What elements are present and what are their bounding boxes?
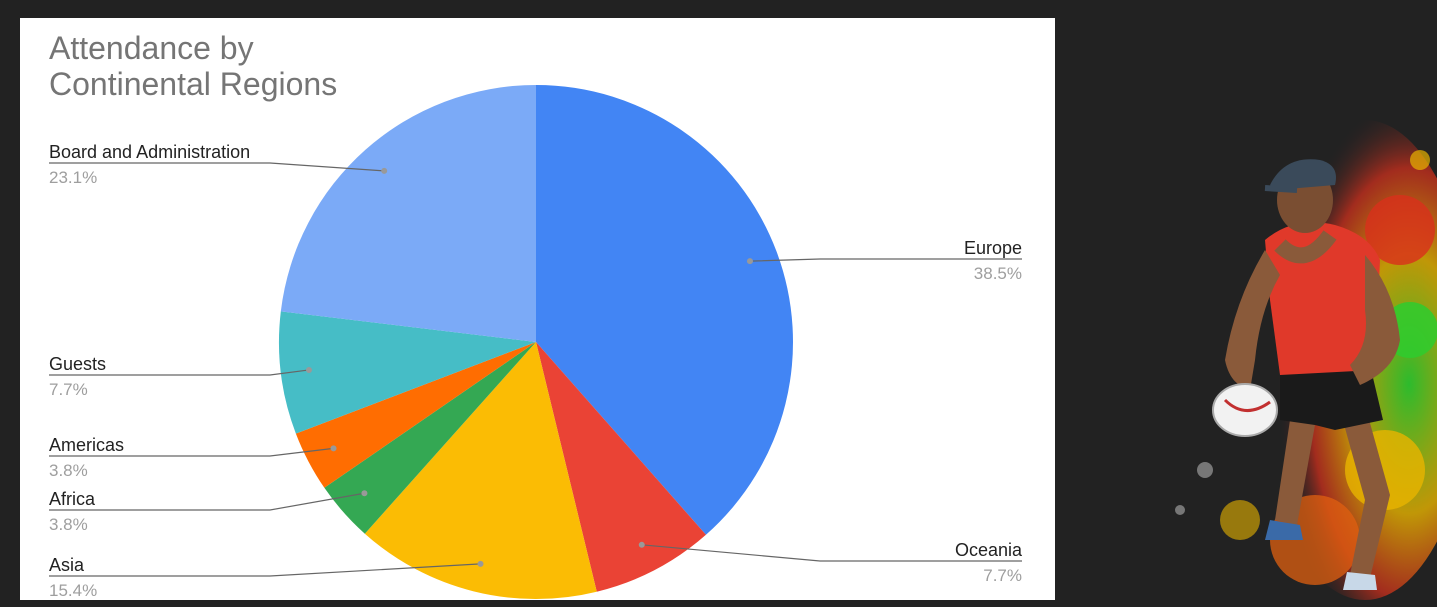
pie-slice-guests: [279, 311, 536, 434]
pie-slice-oceania: [536, 342, 706, 592]
slice-percentage: 7.7%: [49, 380, 88, 399]
slice-label: Board and Administration: [49, 142, 250, 162]
label-group-board-and-administration: Board and Administration 23.1%: [49, 142, 388, 187]
photo-svg: [1175, 120, 1437, 600]
slice-percentage: 15.4%: [49, 581, 97, 600]
slice-percentage: 7.7%: [983, 566, 1022, 585]
slice-percentage: 23.1%: [49, 168, 97, 187]
pie-slice-board-and-administration: [280, 85, 536, 342]
slice-label: Guests: [49, 354, 106, 374]
chart-card: Attendance by Continental Regions Europe…: [20, 18, 1055, 600]
label-group-africa: Africa 3.8%: [49, 489, 368, 534]
leader-dot: [361, 490, 368, 497]
leader-line: [49, 447, 334, 457]
leader-dot: [477, 560, 484, 567]
label-group-guests: Guests 7.7%: [49, 354, 312, 399]
pie-chart: Europe 38.5% Oceania 7.7% Asia 15.4% Africa 3.8…: [49, 85, 1023, 600]
leader-line: [749, 258, 1022, 262]
pie-slice-europe: [536, 85, 794, 535]
pie-slice-africa: [324, 342, 536, 534]
label-group-oceania: Oceania 7.7%: [638, 540, 1023, 585]
leader-dot: [381, 167, 388, 174]
rugby-player-image: [1065, 0, 1437, 607]
slice-label: Oceania: [955, 540, 1023, 560]
pie-slice-americas: [295, 342, 536, 488]
label-group-americas: Americas 3.8%: [49, 435, 337, 480]
slice-percentage: 38.5%: [974, 264, 1022, 283]
leader-line: [49, 492, 365, 511]
leader-dot: [330, 445, 337, 452]
leader-dot: [305, 366, 312, 373]
leader-dot: [746, 258, 753, 265]
slice-percentage: 3.8%: [49, 515, 88, 534]
label-group-asia: Asia 15.4%: [49, 555, 484, 600]
slice-label: Africa: [49, 489, 96, 509]
leader-line: [49, 563, 481, 577]
leader-line: [641, 544, 1022, 562]
label-group-europe: Europe 38.5%: [746, 238, 1022, 283]
leader-line: [49, 162, 385, 172]
slice-label: Americas: [49, 435, 124, 455]
chart-title: Attendance by Continental Regions: [49, 30, 338, 102]
slice-label: Asia: [49, 555, 85, 575]
slice-label: Europe: [964, 238, 1022, 258]
slice-percentage: 3.8%: [49, 461, 88, 480]
leader-dot: [638, 541, 645, 548]
pie-slice-asia: [364, 342, 597, 600]
leader-line: [49, 369, 310, 376]
